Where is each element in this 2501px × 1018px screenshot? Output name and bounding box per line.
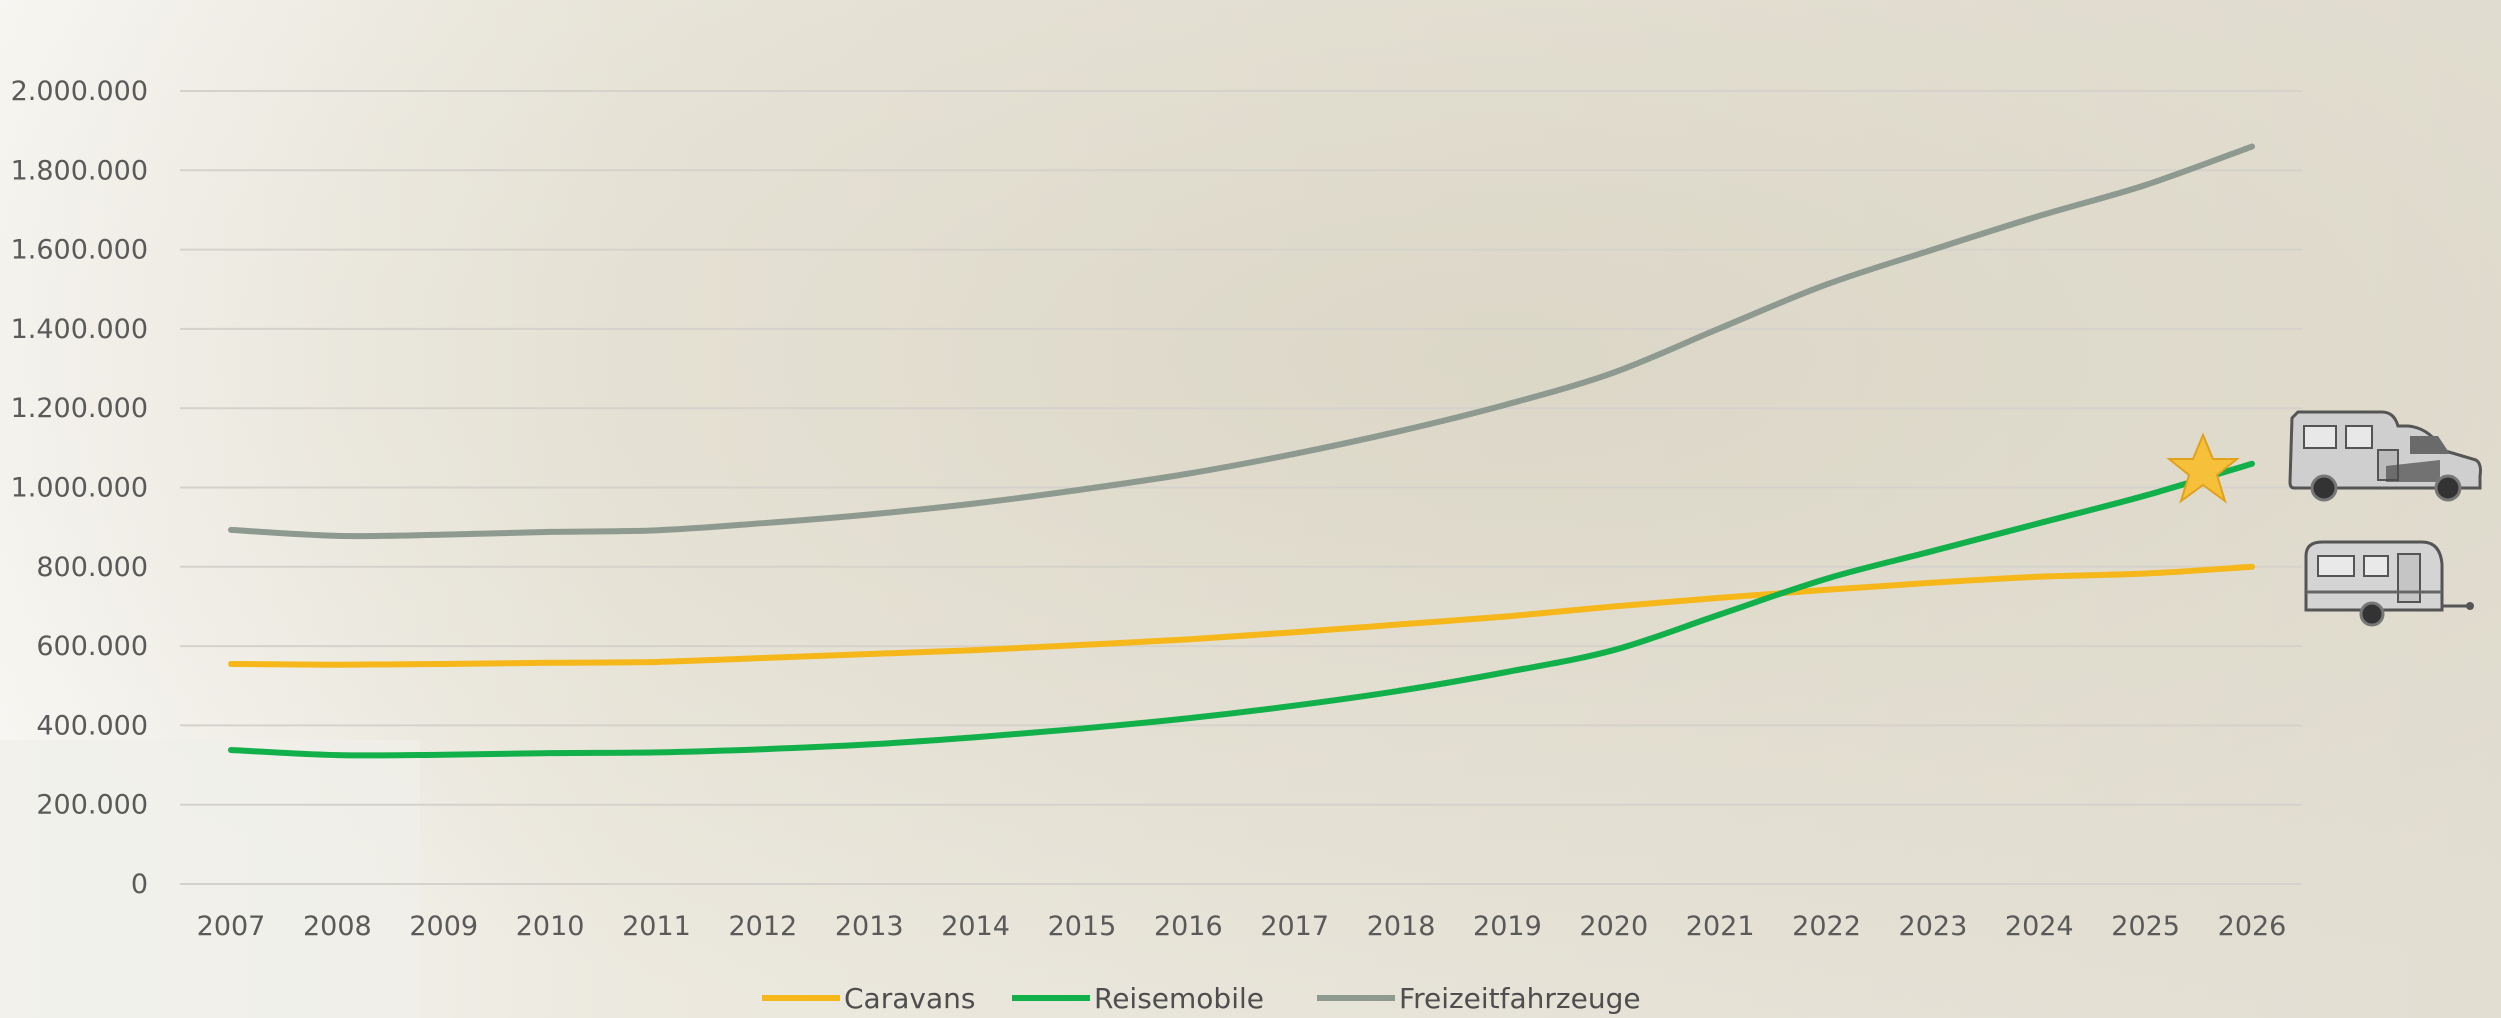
x-tick-label: 2009 xyxy=(409,911,478,942)
legend: Caravans Reisemobile Freizeitfahrzeuge xyxy=(762,982,1641,1015)
x-tick-label: 2021 xyxy=(1686,911,1755,942)
x-tick-label: 2022 xyxy=(1792,911,1861,942)
legend-item-reisemobile: Reisemobile xyxy=(1012,982,1264,1015)
caravan-icon xyxy=(2304,540,2474,627)
legend-item-freizeitfahrzeuge: Freizeitfahrzeuge xyxy=(1317,982,1641,1015)
y-tick-label: 0 xyxy=(131,869,148,900)
x-tick-label: 2010 xyxy=(516,911,585,942)
gridlines xyxy=(180,90,2302,885)
x-tick-label: 2023 xyxy=(1899,911,1968,942)
x-tick-label: 2018 xyxy=(1367,911,1436,942)
legend-label: Reisemobile xyxy=(1094,982,1264,1015)
x-tick-label: 2025 xyxy=(2111,911,2180,942)
series-line-freizeitfahrzeuge xyxy=(228,143,2255,540)
x-tick-label: 2008 xyxy=(303,911,372,942)
x-axis-ticks: 2007 2008 2009 2010 2011 2012 2013 2014 2015 2016… xyxy=(197,911,2287,942)
y-tick-label: 600.000 xyxy=(36,631,148,662)
legend-item-caravans: Caravans xyxy=(762,982,975,1015)
series-line-caravans xyxy=(228,563,2255,668)
series-lines xyxy=(228,143,2255,759)
x-tick-label: 2026 xyxy=(2218,911,2287,942)
y-tick-label: 1.600.000 xyxy=(11,235,148,266)
x-tick-label: 2016 xyxy=(1154,911,1223,942)
y-tick-label: 1.000.000 xyxy=(11,473,148,504)
x-tick-label: 2013 xyxy=(835,911,904,942)
x-tick-label: 2024 xyxy=(2005,911,2074,942)
y-tick-label: 1.400.000 xyxy=(11,314,148,345)
motorhome-icon xyxy=(2288,410,2482,502)
x-tick-label: 2011 xyxy=(622,911,691,942)
series-line-reisemobile xyxy=(228,460,2255,759)
y-tick-label: 200.000 xyxy=(36,790,148,821)
legend-label: Caravans xyxy=(844,982,975,1015)
x-tick-label: 2020 xyxy=(1579,911,1648,942)
y-tick-label: 800.000 xyxy=(36,552,148,583)
star-icon xyxy=(2166,432,2240,504)
legend-label: Freizeitfahrzeuge xyxy=(1399,982,1641,1015)
y-tick-label: 1.800.000 xyxy=(11,155,148,186)
x-tick-label: 2017 xyxy=(1260,911,1329,942)
y-tick-label: 2.000.000 xyxy=(11,76,148,107)
x-tick-label: 2019 xyxy=(1473,911,1542,942)
y-tick-label: 400.000 xyxy=(36,710,148,741)
x-tick-label: 2012 xyxy=(728,911,797,942)
x-tick-label: 2014 xyxy=(941,911,1010,942)
y-tick-label: 1.200.000 xyxy=(11,393,148,424)
y-axis-ticks: 0 200.000 400.000 600.000 800.000 1.000.000 1.… xyxy=(11,76,148,900)
x-tick-label: 2015 xyxy=(1048,911,1117,942)
x-tick-label: 2007 xyxy=(197,911,266,942)
